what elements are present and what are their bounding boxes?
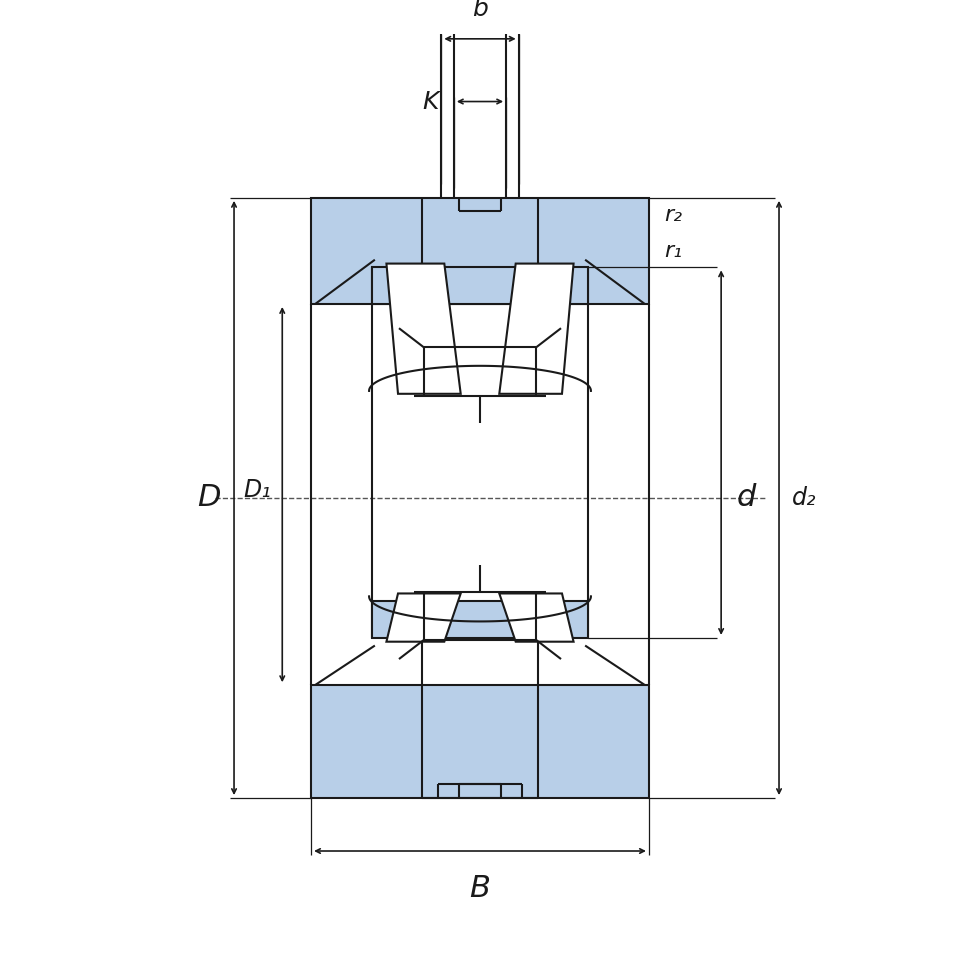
Text: D₁: D₁ — [243, 478, 271, 502]
Text: b: b — [472, 0, 488, 21]
Polygon shape — [311, 198, 649, 304]
Polygon shape — [387, 593, 461, 641]
Text: B: B — [469, 875, 491, 903]
Text: r₂: r₂ — [664, 205, 683, 226]
Polygon shape — [387, 264, 461, 394]
Polygon shape — [372, 601, 588, 637]
Polygon shape — [372, 268, 588, 304]
Text: r₁: r₁ — [664, 241, 683, 261]
Polygon shape — [499, 264, 573, 394]
Text: D: D — [197, 484, 221, 513]
Text: d₂: d₂ — [792, 486, 816, 510]
Text: K: K — [422, 89, 439, 113]
Text: d: d — [736, 484, 756, 513]
Polygon shape — [499, 593, 573, 641]
Polygon shape — [311, 685, 649, 798]
